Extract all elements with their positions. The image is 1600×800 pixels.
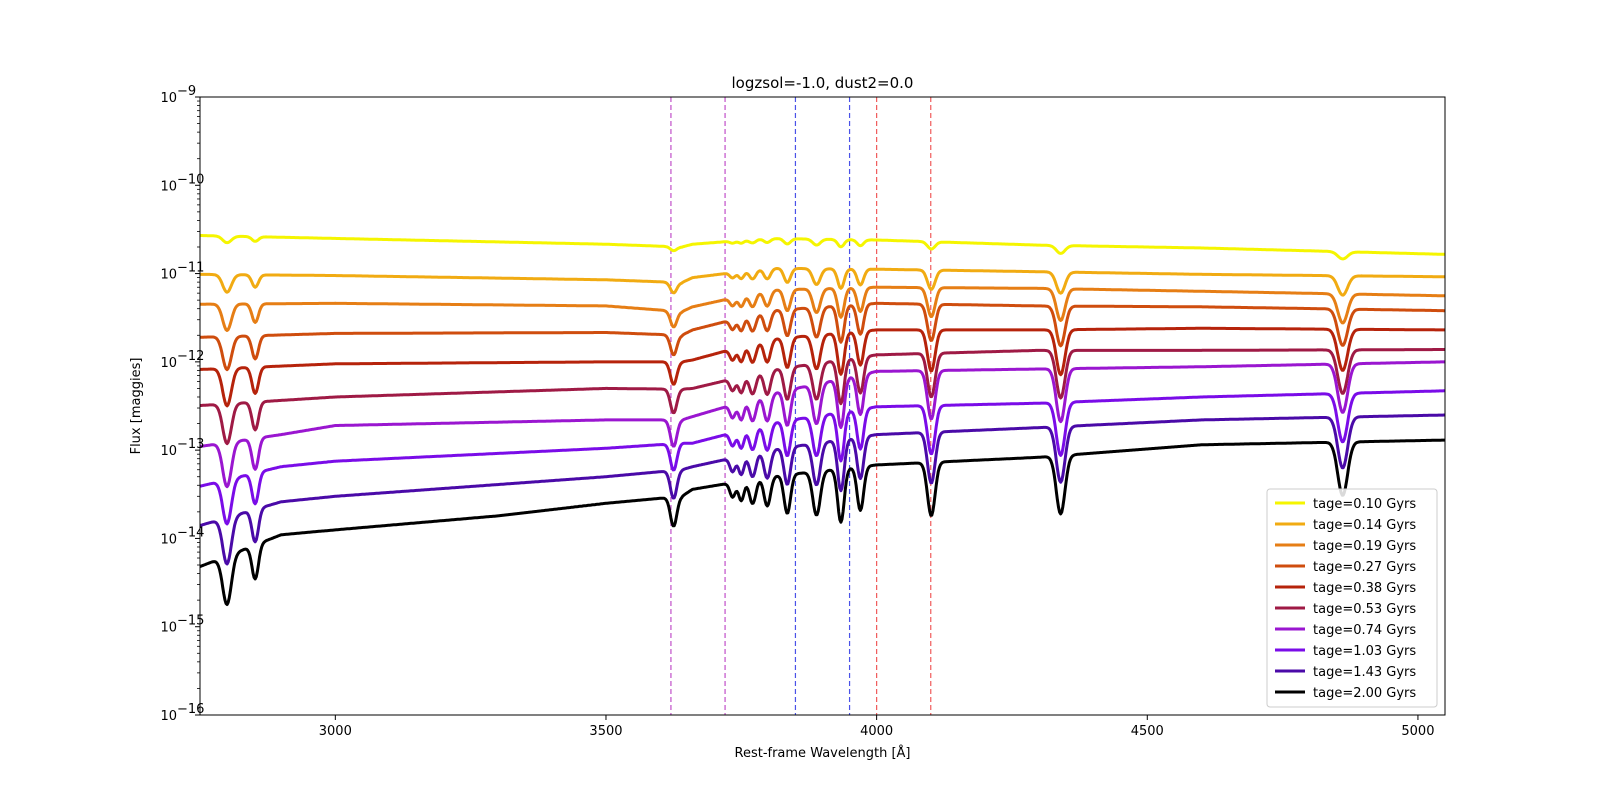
legend-label: tage=2.00 Gyrs	[1313, 686, 1416, 701]
y-tick-exponent: −11	[177, 261, 204, 276]
y-tick-label: 10	[160, 532, 177, 547]
series-line	[200, 285, 1445, 332]
legend-label: tage=0.14 Gyrs	[1313, 518, 1416, 533]
series-line	[200, 301, 1445, 372]
legend-label: tage=0.74 Gyrs	[1313, 623, 1416, 638]
legend-label: tage=0.53 Gyrs	[1313, 602, 1416, 617]
x-axis-label: Rest-frame Wavelength [Å]	[735, 745, 911, 761]
y-tick-label: 10	[160, 268, 177, 283]
x-tick-label: 4000	[860, 724, 893, 739]
legend-label: tage=0.19 Gyrs	[1313, 539, 1416, 554]
series-line	[200, 389, 1445, 526]
plot-frame	[199, 96, 1446, 716]
y-tick-exponent: −15	[177, 614, 204, 629]
y-tick-label: 10	[160, 356, 177, 371]
series-line	[200, 413, 1445, 566]
y-tick-exponent: −9	[177, 84, 196, 99]
legend-label: tage=0.10 Gyrs	[1313, 497, 1416, 512]
y-tick-label: 10	[160, 91, 177, 106]
series-line	[200, 267, 1445, 297]
x-axis: 3000 3500 4000 4500 5000	[319, 715, 1434, 739]
y-tick-label: 10	[160, 621, 177, 636]
y-tick-label: 10	[160, 709, 177, 724]
legend-box	[1266, 488, 1438, 708]
x-tick-label: 3500	[589, 724, 622, 739]
legend-label: tage=1.43 Gyrs	[1313, 665, 1416, 680]
y-tick-exponent: −16	[177, 702, 204, 717]
series-line	[200, 360, 1445, 489]
series-line	[200, 438, 1445, 606]
x-tick-label: 5000	[1401, 724, 1434, 739]
series-line	[200, 234, 1445, 261]
y-tick-exponent: −10	[177, 172, 204, 187]
series-line	[200, 326, 1445, 408]
y-tick-label: 10	[160, 444, 177, 459]
y-tick-exponent: −12	[177, 349, 204, 364]
legend: tage=0.10 Gyrs tage=0.14 Gyrs tage=0.19 Gy…	[1266, 488, 1438, 708]
y-axis-label: Flux [maggies]	[129, 358, 144, 455]
chart-title: logzsol=-1.0, dust2=0.0	[732, 74, 914, 92]
y-tick-exponent: −14	[177, 525, 204, 540]
legend-label: tage=0.27 Gyrs	[1313, 560, 1416, 575]
x-tick-label: 4500	[1131, 724, 1164, 739]
y-tick-label: 10	[160, 179, 177, 194]
y-tick-exponent: −13	[177, 437, 204, 452]
x-tick-label: 3000	[319, 724, 352, 739]
plot-area	[199, 96, 1446, 716]
legend-label: tage=0.38 Gyrs	[1313, 581, 1416, 596]
legend-label: tage=1.03 Gyrs	[1313, 644, 1416, 659]
series-line	[200, 348, 1445, 446]
